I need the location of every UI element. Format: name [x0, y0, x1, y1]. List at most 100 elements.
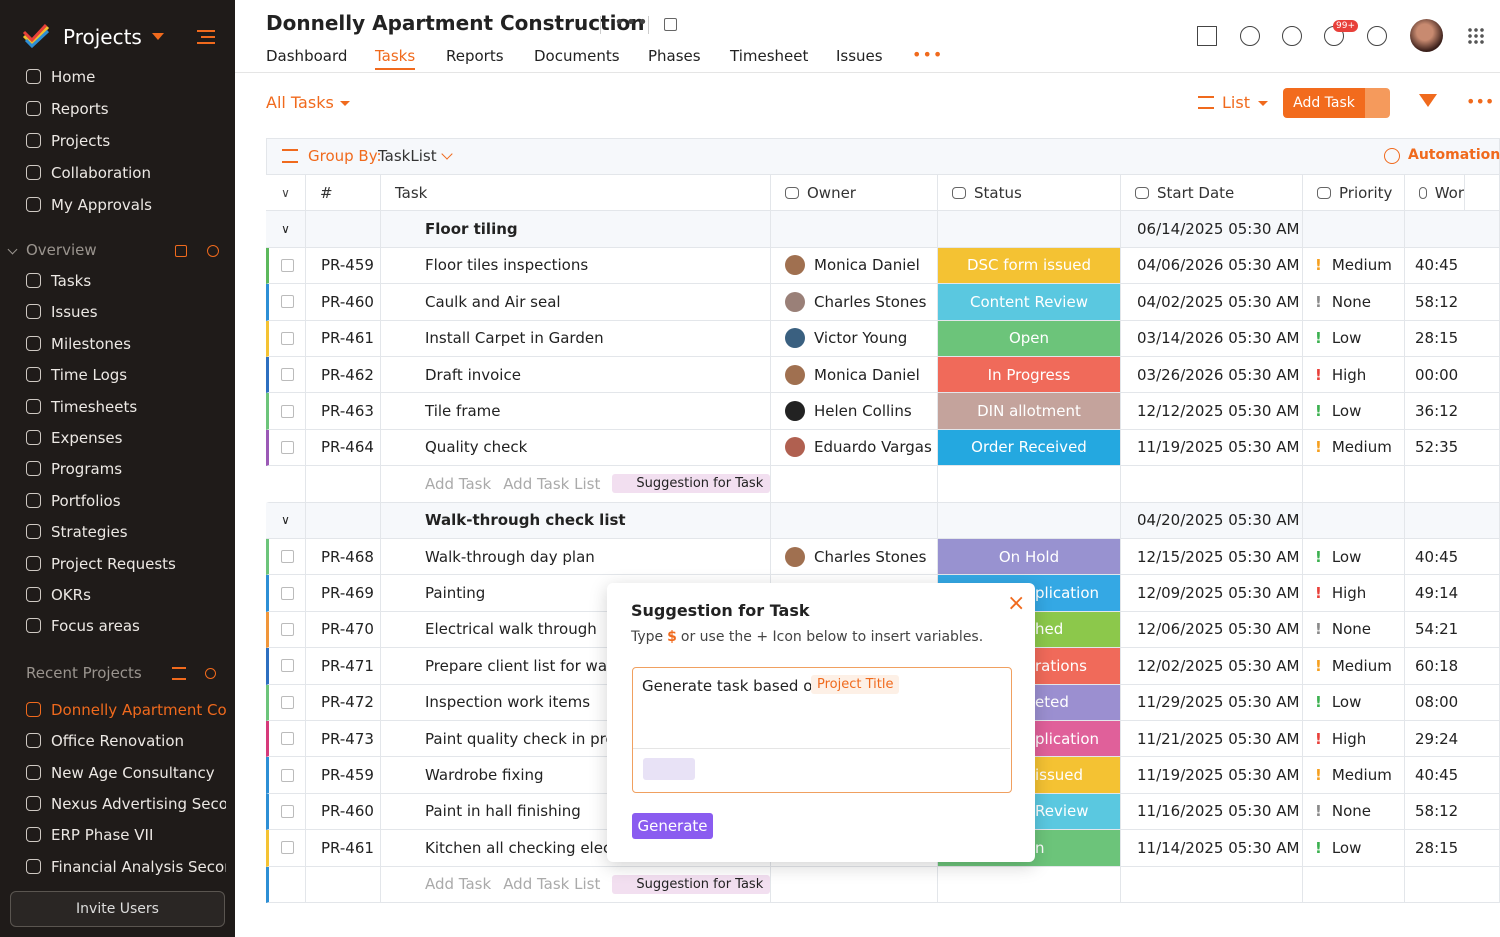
overview-item[interactable]: Milestones — [26, 335, 131, 353]
owner-name[interactable]: Victor Young — [814, 329, 908, 348]
nav-item[interactable]: Home — [26, 68, 95, 86]
owner[interactable]: Victor Young — [771, 320, 938, 357]
suggestion-chip[interactable]: Suggestion for Task — [612, 474, 770, 494]
task-id[interactable]: PR-459 — [306, 247, 381, 285]
overview-item[interactable]: Timesheets — [26, 398, 137, 416]
search-icon[interactable] — [1240, 26, 1260, 46]
overview-item[interactable]: Focus areas — [26, 617, 140, 635]
app-title[interactable]: Projects — [63, 25, 142, 49]
priority[interactable]: ! None — [1303, 284, 1405, 321]
recent-project[interactable]: New Age Consultancy — [26, 764, 226, 782]
add-link[interactable]: Add Task — [425, 875, 492, 894]
overview-item[interactable]: Expenses — [26, 429, 122, 447]
task-id[interactable]: PR-460 — [306, 284, 381, 321]
task-id[interactable]: PR-470 — [306, 611, 381, 649]
group-name[interactable]: Walk-through check list — [381, 502, 771, 539]
status[interactable]: Order Received — [938, 429, 1121, 467]
priority[interactable]: ! Medium — [1303, 757, 1405, 794]
overview-item[interactable]: Portfolios — [26, 492, 121, 510]
priority[interactable]: ! High — [1303, 357, 1405, 394]
row-select[interactable] — [266, 539, 306, 576]
status[interactable]: Content Review — [938, 284, 1121, 321]
task-filter[interactable]: All Tasks — [266, 93, 334, 112]
task-id[interactable]: PR-461 — [306, 830, 381, 867]
close-button[interactable]: × — [1007, 591, 1026, 616]
priority[interactable]: ! Low — [1303, 393, 1405, 430]
group-by-label[interactable]: Group By: — [308, 147, 382, 165]
row-select[interactable] — [266, 611, 306, 649]
task-name[interactable]: Caulk and Air seal — [381, 284, 771, 321]
owner-name[interactable]: Monica Daniel — [814, 256, 920, 275]
overview-item[interactable]: OKRs — [26, 586, 91, 604]
filter-icon[interactable] — [1419, 94, 1437, 116]
recent-project[interactable]: Nexus Advertising Second — [26, 795, 226, 813]
row-select[interactable] — [266, 575, 306, 612]
owner[interactable]: Charles Stones — [771, 284, 938, 321]
task-name[interactable]: Quality check — [381, 429, 771, 467]
task-id[interactable]: PR-473 — [306, 721, 381, 758]
status[interactable]: DSC form issued — [938, 247, 1121, 285]
task-id[interactable]: PR-460 — [306, 793, 381, 831]
nav-item[interactable]: Collaboration — [26, 164, 151, 182]
automation-icon[interactable] — [1384, 148, 1400, 164]
task-id[interactable]: PR-464 — [306, 429, 381, 467]
nav-item[interactable]: Reports — [26, 100, 109, 118]
tab[interactable]: Documents — [534, 47, 620, 65]
priority[interactable]: ! Medium — [1303, 247, 1405, 285]
owner-name[interactable]: Eduardo Vargas — [814, 438, 932, 457]
owner-name[interactable]: Charles Stones — [814, 547, 927, 566]
owner-name[interactable]: Monica Daniel — [814, 365, 920, 384]
column-header[interactable]: Owner — [771, 175, 938, 212]
chevron[interactable] — [7, 244, 18, 255]
priority[interactable]: ! Low — [1303, 320, 1405, 357]
caret[interactable] — [1258, 101, 1268, 111]
recent-project[interactable]: ERP Phase VII — [26, 826, 226, 844]
avatar[interactable] — [1410, 19, 1443, 52]
column-header[interactable]: Task — [381, 175, 771, 212]
status[interactable]: In Progress — [938, 357, 1121, 394]
task-name[interactable]: Tile frame — [381, 393, 771, 430]
column-header[interactable]: Priority — [1303, 175, 1405, 212]
row-select[interactable] — [266, 721, 306, 758]
priority[interactable]: ! Low — [1303, 830, 1405, 867]
priority[interactable]: ! Low — [1303, 539, 1405, 576]
priority[interactable]: ! None — [1303, 793, 1405, 831]
row-select[interactable] — [266, 429, 306, 467]
row-select[interactable] — [266, 247, 306, 285]
column-header[interactable]: Wor — [1405, 175, 1465, 212]
task-id[interactable]: PR-472 — [306, 684, 381, 721]
tab[interactable]: Dashboard — [266, 47, 348, 65]
task-id[interactable]: PR-462 — [306, 357, 381, 394]
more-tabs[interactable]: ••• — [912, 45, 944, 64]
caret[interactable] — [340, 101, 350, 111]
more-actions[interactable]: ••• — [1466, 92, 1495, 111]
owner[interactable]: Charles Stones — [771, 539, 938, 576]
recent-project[interactable]: Financial Analysis Second — [26, 858, 226, 876]
prompt-text[interactable]: Generate task based on — [642, 677, 822, 695]
owner-name[interactable]: Charles Stones — [814, 292, 927, 311]
tab[interactable]: Reports — [446, 47, 504, 65]
add-link[interactable]: Add Task List — [503, 474, 601, 493]
overview-settings[interactable] — [207, 245, 219, 257]
view-switch[interactable]: List — [1222, 93, 1250, 112]
more-menu[interactable]: ••• — [614, 12, 649, 33]
app-grid[interactable] — [1467, 27, 1485, 45]
owner[interactable]: Monica Daniel — [771, 357, 938, 394]
row-select[interactable] — [266, 793, 306, 831]
row-select[interactable] — [266, 393, 306, 430]
add-column[interactable] — [1465, 175, 1500, 212]
owner[interactable]: Eduardo Vargas — [771, 429, 938, 467]
invite-button[interactable]: Invite Users — [10, 891, 225, 927]
status[interactable]: Open — [938, 320, 1121, 357]
recent-filter[interactable] — [172, 667, 186, 680]
overview-item[interactable]: Strategies — [26, 523, 128, 541]
task-id[interactable]: PR-463 — [306, 393, 381, 430]
open-external[interactable] — [664, 18, 677, 31]
priority[interactable]: ! High — [1303, 575, 1405, 612]
task-name[interactable]: Install Carpet in Garden — [381, 320, 771, 357]
task-id[interactable]: PR-471 — [306, 648, 381, 685]
task-name[interactable]: Draft invoice — [381, 357, 771, 394]
task-id[interactable]: PR-461 — [306, 320, 381, 357]
row-select[interactable] — [266, 284, 306, 321]
prompt-box[interactable]: Generate task based on Project Title — [632, 667, 1012, 793]
